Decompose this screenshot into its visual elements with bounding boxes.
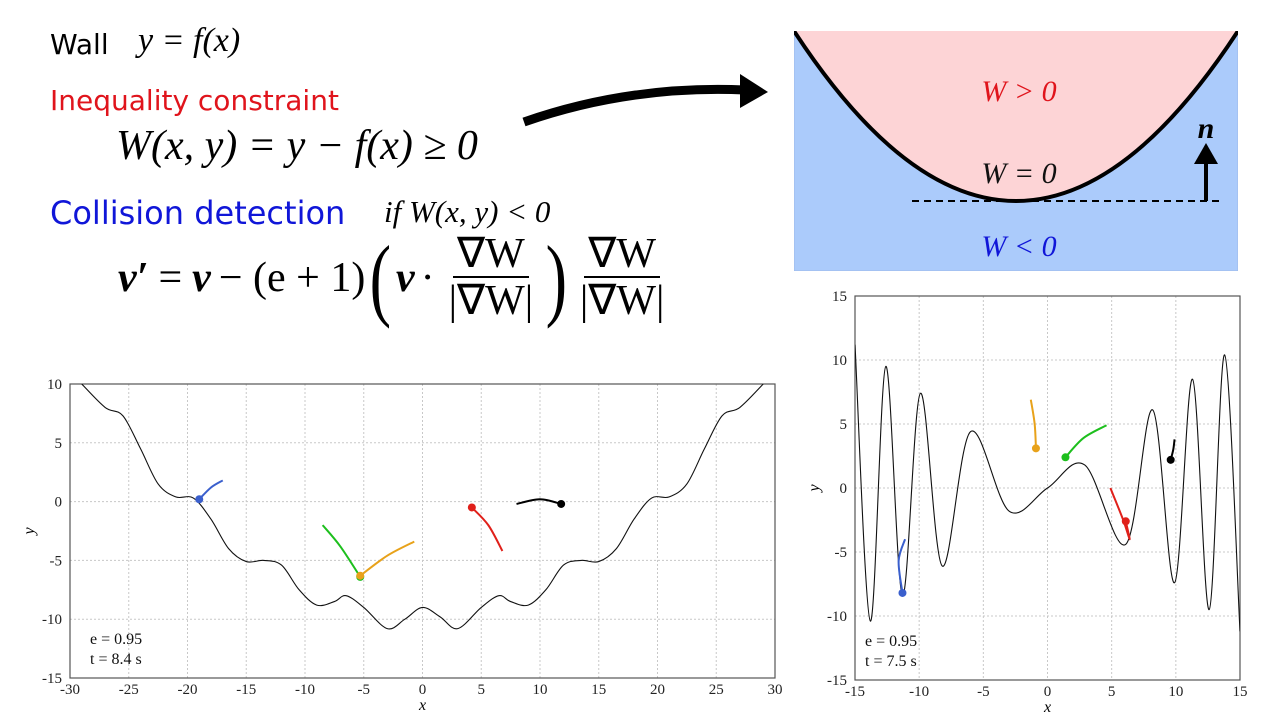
collision-condition: if W(x, y) < 0 [384, 194, 551, 229]
y-tick-label: 0 [55, 495, 63, 511]
y-tick-label: 10 [832, 353, 847, 369]
x-tick-label: -25 [119, 682, 139, 698]
y-tick-label: -15 [42, 671, 62, 687]
x-tick-label: 5 [1108, 684, 1116, 700]
left-paren: ( [369, 227, 392, 330]
x-tick-label: -10 [295, 682, 315, 698]
constraint-diagram: W > 0 W = 0 W < 0 n [794, 31, 1238, 271]
y-tick-label: 5 [55, 436, 63, 452]
y-tick-label: -15 [827, 673, 847, 689]
x-tick-label: -15 [845, 684, 865, 700]
x-axis-label: x [418, 697, 426, 714]
trail-orange [1029, 399, 1037, 449]
unit-normal-fraction-2: ∇W |∇W| [579, 231, 665, 325]
velocity-update-equation: v′ = v − (e + 1) ( v · ∇W |∇W| ) ∇W |∇W| [118, 232, 672, 324]
w-zero-label: W = 0 [981, 157, 1056, 190]
simulation-plot-right: -15 -10 -5 0 5 10 15 -15 -10 -5 0 5 10 15 x y e = 0.95 t … [806, 289, 1248, 716]
y-tick-label: -10 [42, 612, 62, 628]
x-tick-label: -30 [60, 682, 80, 698]
y-tick-label: 0 [840, 481, 848, 497]
y-tick-label: -5 [835, 545, 848, 561]
x-tick-label: 30 [768, 682, 783, 698]
particle-red [467, 503, 476, 512]
x-tick-label: 10 [1168, 684, 1183, 700]
curved-arrow-icon [522, 74, 768, 127]
y-tick-label: 5 [840, 417, 848, 433]
grid [855, 296, 1240, 680]
right-paren: ) [545, 227, 568, 330]
grid [70, 384, 775, 678]
y-tick-label: -5 [50, 553, 63, 569]
y-axis-label: y [806, 484, 823, 494]
wall-equation: y = f(x) [138, 22, 241, 59]
particle-blue [195, 495, 204, 504]
particle-black [557, 499, 566, 508]
annotation-text: t = 7.5 s [865, 653, 917, 670]
x-tick-label: -5 [977, 684, 990, 700]
y-tick-label: 15 [832, 289, 847, 305]
y-axis-label: y [21, 527, 38, 537]
trail-red [1109, 487, 1131, 541]
x-tick-label: 25 [709, 682, 724, 698]
x-tick-label: 10 [533, 682, 548, 698]
x-tick-label: 0 [419, 682, 427, 698]
trail-green [1064, 424, 1108, 458]
x-tick-label: -15 [236, 682, 256, 698]
particle-orange [1031, 444, 1040, 453]
x-tick-label: 5 [478, 682, 486, 698]
annotation-text: e = 0.95 [90, 631, 142, 648]
plot-frame [854, 295, 1241, 681]
x-axis-label: x [1043, 699, 1051, 716]
particle-orange [356, 571, 365, 580]
particle-blue [898, 588, 907, 597]
collision-detection-label: Collision detection [50, 194, 346, 232]
y-tick-label: -10 [827, 609, 847, 625]
x-tick-label: 15 [591, 682, 606, 698]
trail-orange [359, 540, 415, 577]
trail-red [471, 506, 504, 552]
annotation-text: t = 8.4 s [90, 651, 142, 668]
trail-blue [897, 538, 907, 594]
plot-frame [69, 383, 776, 679]
y-tick-label: 10 [47, 377, 62, 393]
trail-green [321, 524, 362, 578]
wall-curve [794, 31, 1238, 203]
w-positive-label: W > 0 [981, 75, 1056, 108]
inequality-constraint-label: Inequality constraint [50, 84, 339, 117]
unit-normal-fraction: ∇W |∇W| [448, 231, 534, 325]
trail-black [516, 498, 562, 505]
v-prime: v′ [118, 255, 149, 302]
wall-label: Wall [50, 28, 109, 61]
normal-label: n [1198, 112, 1215, 145]
x-tick-label: 20 [650, 682, 665, 698]
annotation-text: e = 0.95 [865, 633, 917, 650]
particle-red [1121, 517, 1130, 526]
inequality-equation: W(x, y) = y − f(x) ≥ 0 [116, 123, 478, 169]
particle-black [1166, 455, 1175, 464]
x-tick-label: -5 [358, 682, 371, 698]
wall-curve [855, 344, 1240, 632]
trail-blue [198, 479, 224, 500]
x-tick-label: -20 [178, 682, 198, 698]
x-tick-label: 0 [1044, 684, 1052, 700]
w-negative-label: W < 0 [981, 230, 1056, 263]
simulation-plot-left: -30 -25 -20 -15 -10 -5 0 5 10 15 20 25 30 -15 -10 -5 0 5 1… [21, 377, 783, 714]
x-tick-label: -10 [909, 684, 929, 700]
particle-green [1061, 453, 1070, 462]
x-tick-label: 15 [1233, 684, 1248, 700]
